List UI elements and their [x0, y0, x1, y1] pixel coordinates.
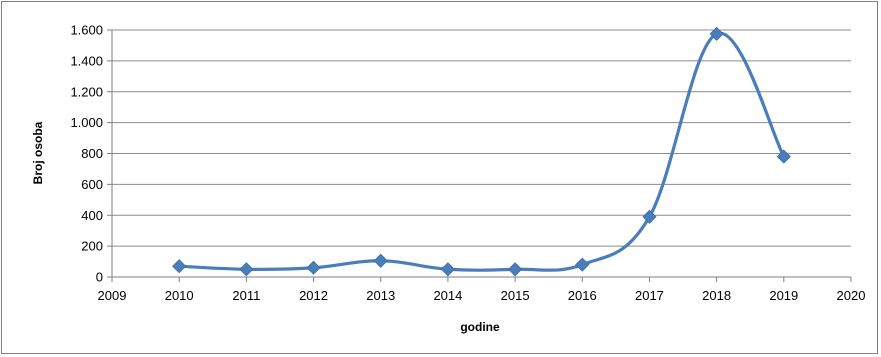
gridlines — [112, 29, 851, 247]
y-tick-label-3: 600 — [81, 177, 103, 192]
data-point-2011 — [239, 262, 254, 277]
x-tick-label-9: 2018 — [702, 288, 731, 303]
data-point-2010 — [172, 259, 187, 274]
x-tick-label-8: 2017 — [635, 288, 664, 303]
y-tick-label-2: 400 — [81, 208, 103, 223]
data-point-2015 — [508, 262, 523, 277]
y-tick-label-1: 200 — [81, 239, 103, 254]
x-tick-label-5: 2014 — [433, 288, 462, 303]
y-tick-label-0: 0 — [96, 270, 103, 285]
x-axis-tick-labels: 2009 2010 2011 2012 2013 2014 2015 2016 2017 2018… — [98, 288, 866, 303]
x-tick-label-4: 2013 — [366, 288, 395, 303]
series-line-0 — [179, 31, 786, 272]
y-tick-label-8: 1.600 — [70, 23, 103, 38]
y-tick-label-4: 800 — [81, 146, 103, 161]
data-point-2017 — [642, 209, 657, 224]
data-point-2014 — [440, 262, 455, 277]
y-tick-label-7: 1.400 — [70, 53, 103, 68]
x-tick-label-0: 2009 — [98, 288, 127, 303]
x-tick-label-10: 2019 — [769, 288, 798, 303]
x-tick-label-6: 2015 — [501, 288, 530, 303]
y-tick-label-6: 1.200 — [70, 84, 103, 99]
series-group — [172, 26, 791, 277]
data-point-2013 — [373, 253, 388, 268]
y-axis-title: Broj osoba — [31, 121, 45, 184]
axes — [107, 29, 852, 282]
x-tick-label-3: 2012 — [299, 288, 328, 303]
x-tick-label-1: 2010 — [165, 288, 194, 303]
x-tick-label-2: 2011 — [232, 288, 260, 303]
data-point-2012 — [306, 260, 321, 275]
y-axis-tick-labels: 0 200 400 600 800 1.000 1.200 1.400 1.600 — [70, 23, 103, 285]
y-tick-label-5: 1.000 — [70, 115, 103, 130]
x-tick-label-7: 2016 — [568, 288, 597, 303]
data-point-2019 — [776, 149, 791, 164]
x-axis-title: godine — [460, 320, 500, 334]
data-point-2018 — [709, 26, 724, 41]
x-tick-label-11: 2020 — [837, 288, 866, 303]
data-point-2016 — [575, 257, 590, 272]
